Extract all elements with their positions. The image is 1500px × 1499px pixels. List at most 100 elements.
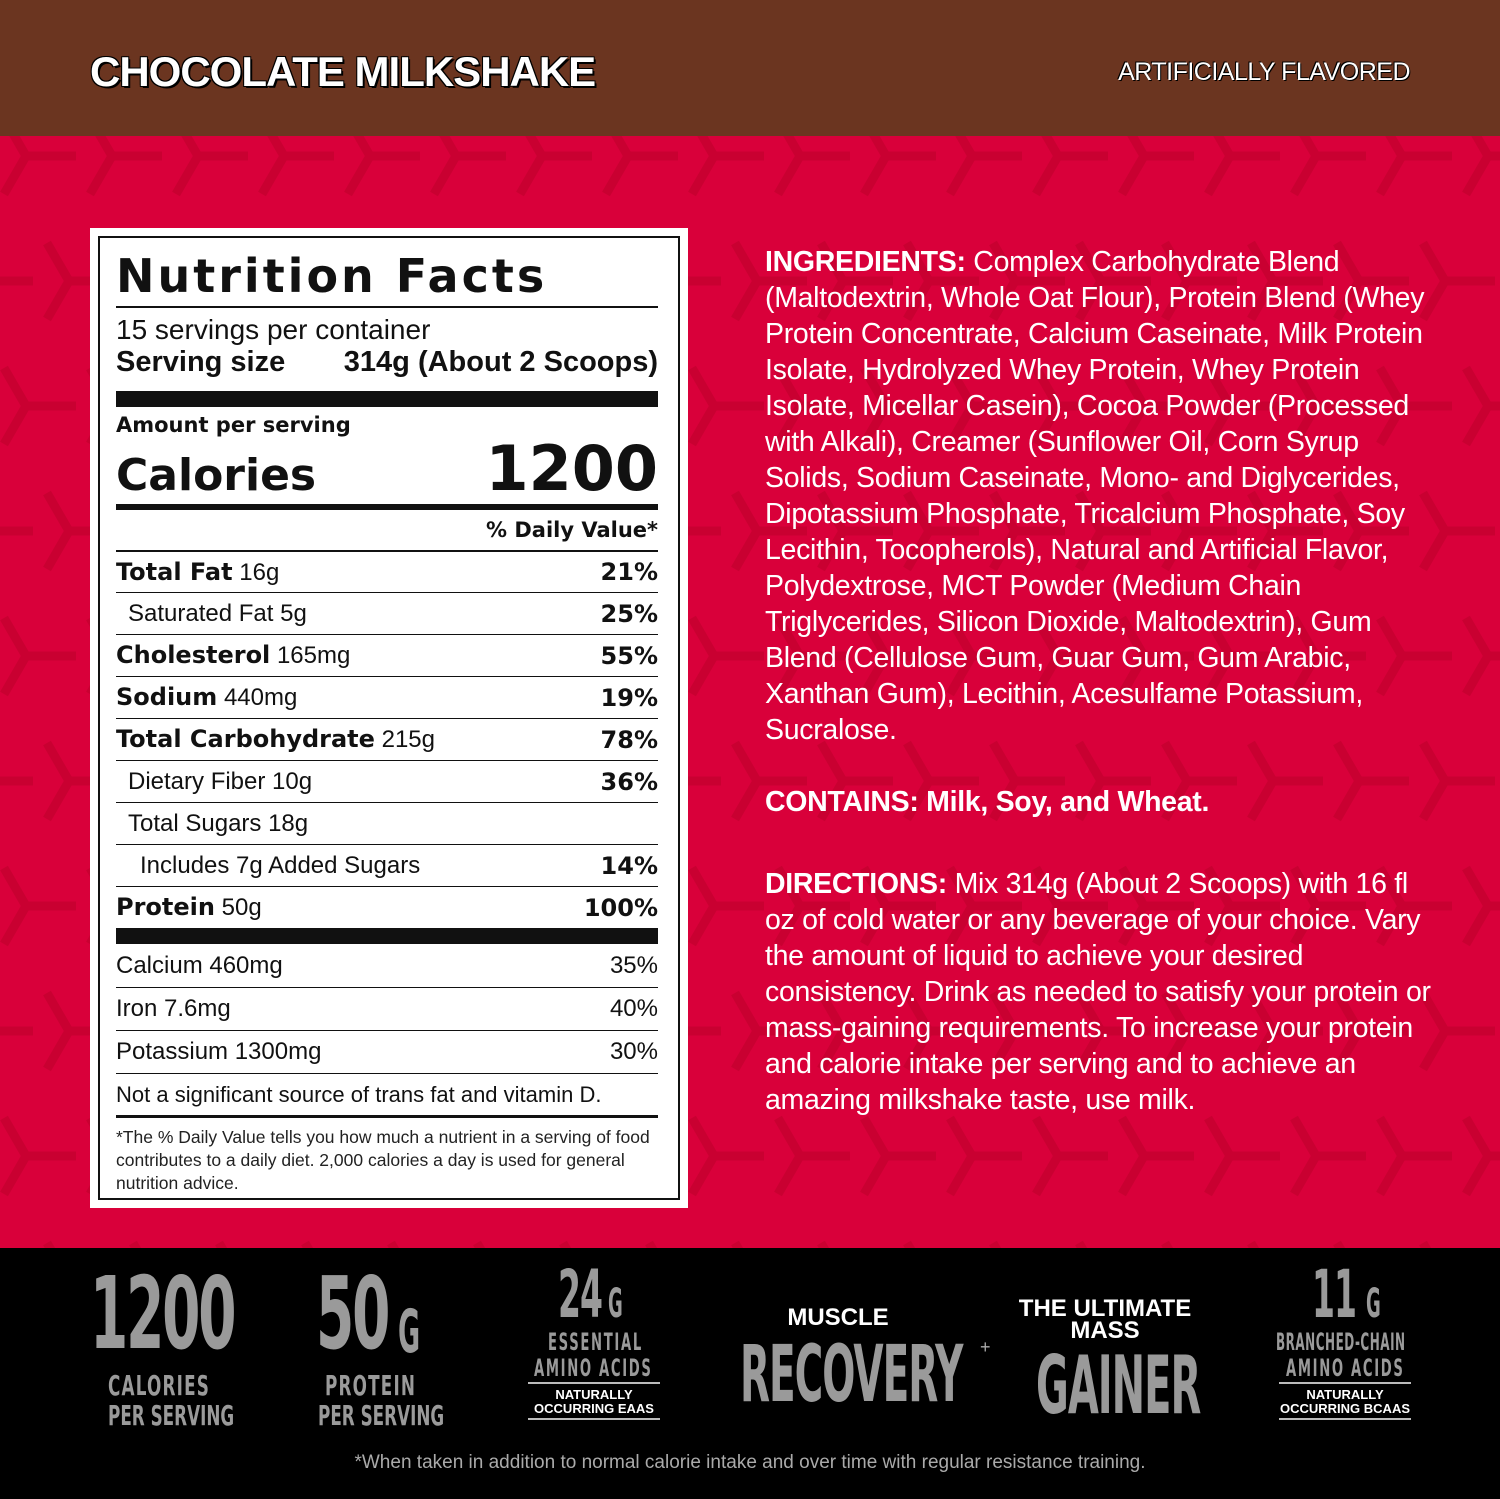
serving-size-value: 314g (About 2 Scoops) [343, 346, 658, 378]
protein-badge-line1: PROTEIN [325, 1369, 417, 1402]
nutrient-name: Total Fat 16g [116, 558, 279, 587]
eaa-badge-note: NATURALLY OCCURRING EAAS [528, 1388, 660, 1416]
nutrient-label: Sodium [116, 683, 218, 711]
nutrient-dv: 36% [600, 767, 658, 796]
pattern-mark [1161, 240, 1237, 322]
pattern-mark [1032, 865, 1108, 947]
ingredients-text: Complex Carbohydrate Blend (Maltodextrin… [765, 246, 1425, 746]
nutrient-label: Dietary Fiber [128, 767, 266, 795]
pattern-mark [0, 526, 33, 536]
calories-row: Calories 1200 [116, 438, 658, 500]
pattern-mark [1204, 1115, 1280, 1197]
pattern-mark [688, 1115, 764, 1197]
recovery-badge-main: RECOVERY [740, 1330, 963, 1420]
nutrient-row: Cholesterol 165mg 55% [116, 634, 658, 676]
pattern-mark [0, 615, 76, 697]
pattern-mark [0, 1115, 76, 1197]
nutrient-row: Saturated Fat 5g 25% [116, 592, 658, 634]
nutrient-name: Dietary Fiber 10g [116, 768, 312, 796]
bcaa-badge-value: 11 [1312, 1256, 1357, 1333]
bcaa-badge-line2: AMINO ACIDS [1286, 1354, 1405, 1382]
pattern-mark [860, 365, 936, 447]
nutrient-label: Total Carbohydrate [116, 725, 375, 753]
pattern-mark [0, 1026, 33, 1036]
pattern-mark [1290, 865, 1366, 947]
pattern-mark [0, 776, 33, 786]
nutrient-row: Protein 50g 100% [116, 886, 658, 928]
pattern-mark [817, 740, 893, 822]
calories-value: 1200 [485, 432, 658, 505]
nutrient-row: Includes 7g Added Sugars 14% [116, 844, 658, 886]
pattern-mark [1290, 365, 1366, 447]
servings-per-container: 15 servings per container [116, 314, 431, 345]
pattern-mark [1376, 865, 1452, 947]
divider [528, 1382, 660, 1384]
bcaa-note1: NATURALLY [1306, 1387, 1384, 1402]
pattern-mark [903, 240, 979, 322]
daily-value-footnote: *The % Daily Value tells you how much a … [116, 1127, 650, 1193]
nutrient-name: Total Sugars 18g [116, 810, 308, 838]
pattern-mark [1290, 136, 1366, 197]
nutrient-amount: 50g [221, 894, 262, 921]
pattern-mark [344, 136, 420, 197]
nutrient-name: Cholesterol 165mg [116, 641, 350, 670]
pattern-mark [688, 136, 764, 197]
pattern-mark [817, 490, 893, 572]
mineral-name: Potassium 1300mg [116, 1038, 322, 1065]
pattern-mark [860, 865, 936, 947]
trans-fat-note: Not a significant source of trans fat an… [116, 1073, 658, 1115]
nutrient-row: Total Fat 16g 21% [116, 550, 658, 592]
nutrient-name: Total Carbohydrate 215g [116, 725, 435, 754]
divider [1279, 1382, 1411, 1384]
pattern-mark [1376, 1115, 1452, 1197]
pattern-mark [860, 1115, 936, 1197]
pattern-mark [1419, 990, 1495, 1072]
pattern-mark [1204, 865, 1280, 947]
nutrient-row: Dietary Fiber 10g 36% [116, 760, 658, 802]
ingredients-paragraph: INGREDIENTS: Complex Carbohydrate Blend … [765, 244, 1435, 748]
nutrient-row: Total Sugars 18g [116, 802, 658, 844]
nutrient-label: Saturated Fat [128, 599, 274, 627]
protein-badge-unit: G [398, 1297, 421, 1367]
pattern-mark [989, 490, 1065, 572]
pattern-mark [1118, 136, 1194, 197]
nutrient-dv: 25% [600, 599, 658, 628]
pattern-mark [1204, 136, 1280, 197]
mineral-name: Calcium 460mg [116, 951, 283, 979]
nutrient-name: Saturated Fat 5g [116, 600, 307, 628]
pattern-mark [731, 490, 807, 572]
pattern-mark [860, 615, 936, 697]
pattern-mark [516, 136, 592, 197]
pattern-mark [860, 136, 936, 197]
contains-paragraph: CONTAINS: Milk, Soy, and Wheat. [765, 784, 1435, 820]
pattern-mark [430, 136, 506, 197]
pattern-mark [1462, 1115, 1500, 1197]
pattern-mark [989, 740, 1065, 822]
eaa-note1: NATURALLY [555, 1387, 633, 1402]
pattern-mark [1118, 365, 1194, 447]
nutrient-name: Protein 50g [116, 893, 262, 922]
eaa-badge-unit: G [608, 1281, 623, 1327]
bcaa-badge-note: NATURALLY OCCURRING BCAAS [1272, 1388, 1418, 1416]
note-text: Not a significant source of trans fat an… [116, 1081, 602, 1107]
calories-badge-line1: CALORIES [108, 1369, 211, 1402]
pattern-mark [1032, 136, 1108, 197]
nutrient-amount: 10g [272, 767, 313, 795]
pattern-mark [688, 615, 764, 697]
nutrient-row: Sodium 440mg 19% [116, 676, 658, 718]
nutrient-dv: 14% [600, 851, 658, 880]
pattern-mark [989, 240, 1065, 322]
pattern-mark [0, 365, 76, 447]
pattern-mark [1032, 1115, 1108, 1197]
nutrient-dv: 78% [600, 725, 658, 754]
directions-text: Mix 314g (About 2 Scoops) with 16 fl oz … [765, 868, 1431, 1116]
pattern-mark [1419, 490, 1495, 572]
contains-text: Milk, Soy, and Wheat. [918, 786, 1210, 818]
divider [528, 1418, 660, 1420]
nutrient-dv: 21% [600, 558, 658, 586]
gainer-badge-top: THE ULTIMATE MASS [1010, 1297, 1200, 1343]
disclaimer: *When taken in addition to normal calori… [354, 1452, 1146, 1473]
pattern-mark [1161, 740, 1237, 822]
pattern-mark [774, 865, 850, 947]
mineral-row: Iron 7.6mg 40% [116, 987, 658, 1030]
